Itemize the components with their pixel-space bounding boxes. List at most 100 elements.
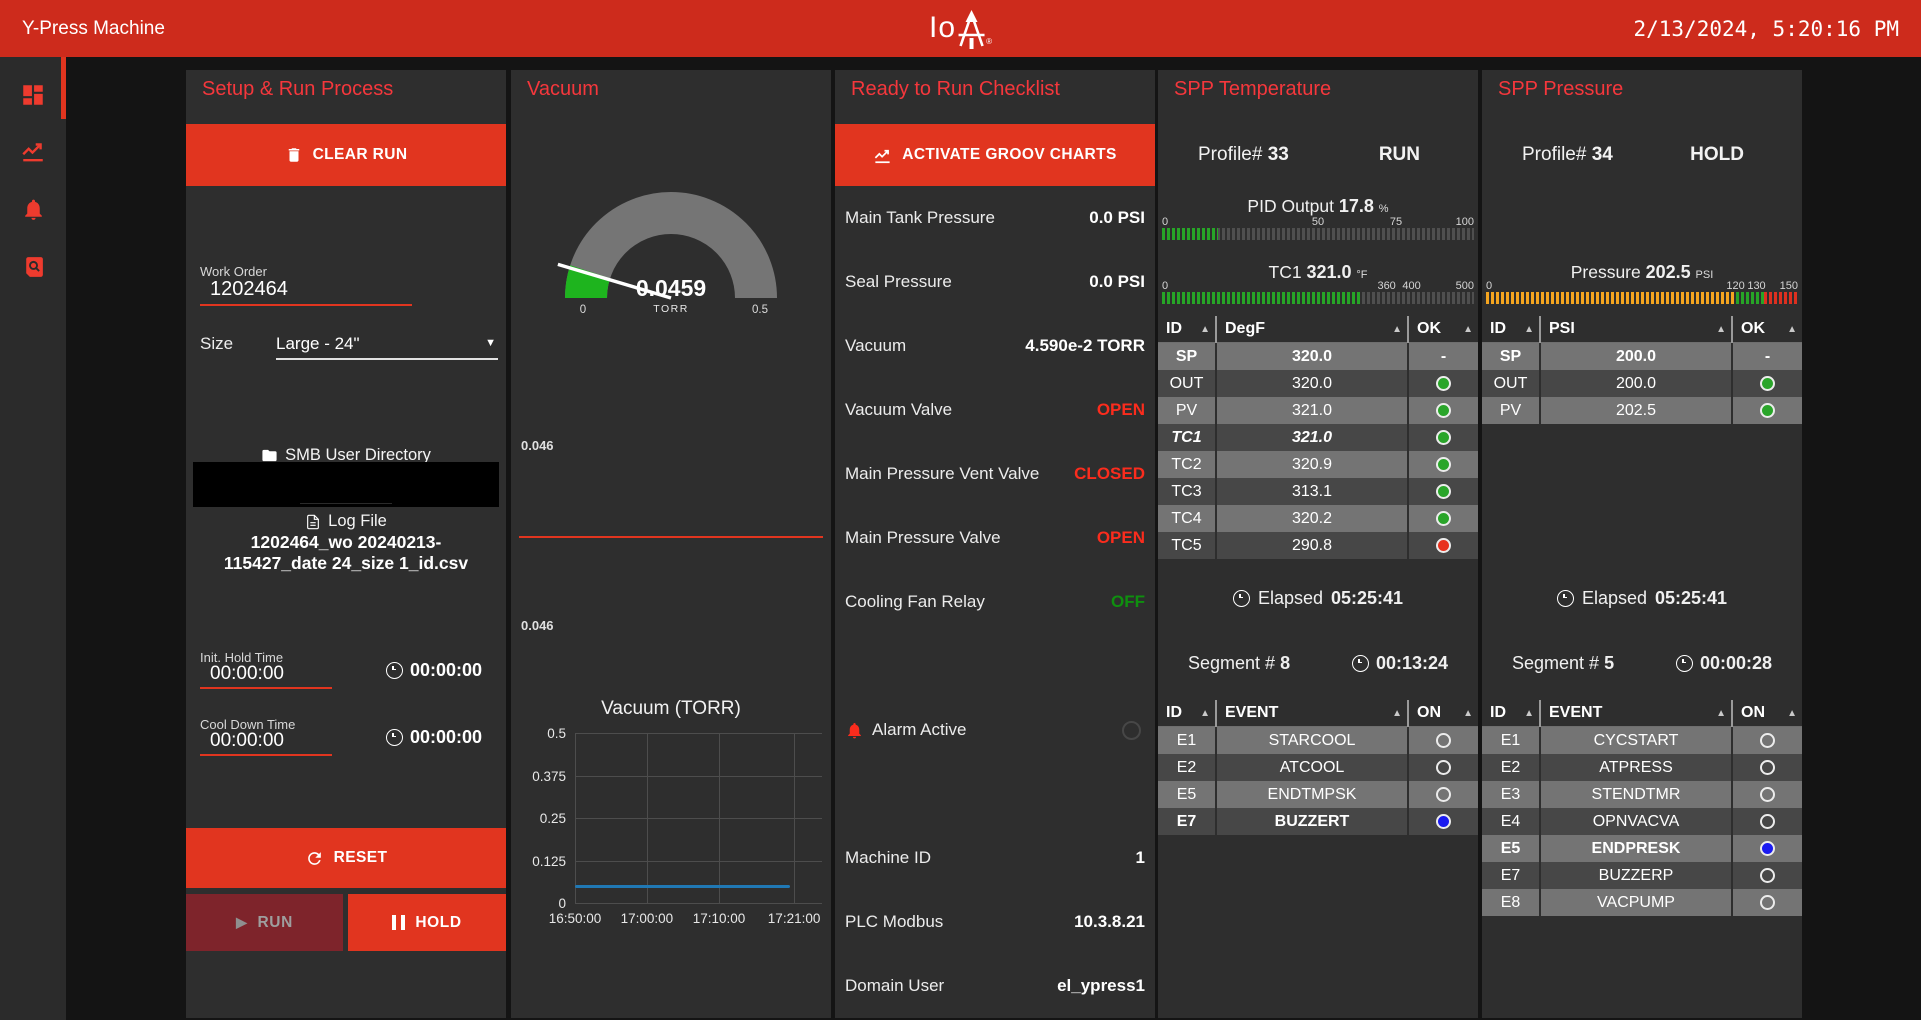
init-hold-input[interactable]: 00:00:00 (210, 663, 284, 684)
reset-button[interactable]: RESET (186, 828, 506, 888)
table-row: E2 ATCOOL (1158, 754, 1478, 781)
init-hold-label: Init. Hold Time (200, 650, 284, 665)
status-value: 0.0 PSI (1089, 272, 1145, 291)
scrollbar-thumb[interactable] (61, 57, 66, 119)
table-row: E3 STENDTMR (1482, 781, 1802, 808)
status-value: CLOSED (1074, 464, 1145, 483)
col-header-psi[interactable]: PSI ▲ (1539, 316, 1732, 343)
panel-spp-temperature: SPP Temperature Profile# 33 RUN PID Outp… (1158, 70, 1478, 1018)
ytick: 0.375 (532, 768, 566, 784)
pid-output-bar (1162, 228, 1474, 240)
sort-asc-icon: ▲ (1716, 708, 1726, 719)
work-order-label: Work Order (200, 264, 267, 279)
alarm-bell-icon (848, 722, 861, 738)
log-file-row: Log File (186, 512, 506, 531)
checklist-item-vacuum-valve: Vacuum Valve OPEN (845, 400, 1145, 419)
status-led-green (1436, 375, 1451, 391)
pid-output-label: PID Output 17.8 % (1247, 196, 1389, 216)
table-row: E7 BUZZERP (1482, 862, 1802, 889)
table-row: E1 CYCSTART (1482, 726, 1802, 754)
clear-run-button[interactable]: CLEAR RUN (186, 124, 506, 186)
sidebar-item-alarms[interactable] (0, 183, 66, 235)
gauge-value: 0.0459 (636, 275, 706, 301)
col-header-ok[interactable]: OK ▲ (1407, 316, 1478, 343)
table-row: TC4 320.2 (1158, 505, 1478, 532)
hgrid (575, 818, 822, 819)
vgrid (575, 734, 576, 904)
sort-asc-icon: ▲ (1716, 324, 1726, 335)
profile-number: 33 (1267, 144, 1289, 165)
chart-title: Vacuum (TORR) (601, 698, 741, 719)
vgrid (794, 734, 796, 904)
sort-asc-icon: ▲ (1392, 708, 1402, 719)
scale-tick: 0 (1162, 216, 1169, 228)
col-header-on[interactable]: ON ▲ (1731, 700, 1802, 727)
sidebar-item-dashboard[interactable] (0, 69, 66, 121)
table-row: OUT 320.0 (1158, 370, 1478, 397)
col-header-ok[interactable]: OK ▲ (1731, 316, 1802, 343)
tc1-bar (1162, 292, 1474, 304)
checklist-item-main-pressure-valve: Main Pressure Valve OPEN (845, 528, 1145, 547)
col-header-id[interactable]: ID ▲ (1482, 700, 1540, 727)
size-dropdown[interactable]: Large - 24" ▼ (276, 334, 496, 353)
pressure-label: Pressure 202.5 PSI (1570, 262, 1714, 282)
col-header-event[interactable]: EVENT ▲ (1539, 700, 1732, 727)
status-led-off (1760, 813, 1775, 829)
smb-directory-box[interactable] (193, 462, 499, 507)
checklist-item-seal-pressure: Seal Pressure 0.0 PSI (845, 272, 1145, 291)
logo-text: Io (929, 11, 957, 44)
temperature-table: ID ▲ DegF ▲ OK ▲ SP 320.0- OUT 320.0 PV 321.0 TC1… (1158, 316, 1478, 559)
panel-title: Ready to Run Checklist (851, 78, 1060, 100)
table-row: E4 OPNVACVA (1482, 808, 1802, 835)
scale-tick: 100 (1455, 216, 1474, 228)
work-order-input[interactable]: 1202464 (210, 278, 288, 300)
status-led-off (1760, 867, 1775, 883)
status-value: 0.0 PSI (1089, 208, 1145, 227)
pause-icon (392, 915, 406, 930)
status-led-green (1436, 429, 1451, 445)
col-header-degf[interactable]: DegF ▲ (1215, 316, 1408, 343)
sidebar-item-log-viewer[interactable] (0, 241, 66, 293)
status-led-off (1760, 786, 1775, 802)
col-header-event[interactable]: EVENT ▲ (1215, 700, 1408, 727)
activate-groov-charts-button[interactable]: ACTIVATE GROOV CHARTS (835, 124, 1155, 186)
col-header-id[interactable]: ID ▲ (1158, 316, 1216, 343)
sidebar-item-trends[interactable] (0, 125, 66, 177)
cool-down-underline (200, 754, 332, 756)
checklist-item-vent-valve: Main Pressure Vent Valve CLOSED (845, 464, 1145, 483)
bar-segment-red (1763, 292, 1798, 304)
panel-ready-checklist: Ready to Run Checklist ACTIVATE GROOV CH… (835, 70, 1155, 1018)
hold-button[interactable]: HOLD (348, 894, 506, 951)
status-led-green (1760, 375, 1775, 391)
table-row: SP 200.0- (1482, 342, 1802, 370)
col-header-on[interactable]: ON ▲ (1407, 700, 1478, 727)
table-row: E5 ENDPRESK (1482, 835, 1802, 862)
sort-asc-icon: ▲ (1524, 324, 1534, 335)
table-row: E1 STARCOOL (1158, 726, 1478, 754)
status-led-off (1760, 732, 1775, 748)
scale-tick: 50 (1311, 216, 1325, 228)
smb-directory-row: SMB User Directory (186, 446, 506, 465)
panel-spp-pressure: SPP Pressure Profile# 34 HOLD Pressure 2… (1482, 70, 1802, 1018)
scale-tick: 150 (1779, 280, 1798, 292)
col-header-id[interactable]: ID ▲ (1158, 700, 1216, 727)
run-button[interactable]: ▶ RUN (186, 894, 343, 951)
elapsed-row: Elapsed 05:25:41 (1482, 588, 1802, 609)
col-header-id[interactable]: ID ▲ (1482, 316, 1540, 343)
cool-down-label: Cool Down Time (200, 717, 296, 732)
panel-title: Vacuum (527, 78, 599, 100)
elapsed-time: 05:25:41 (1331, 588, 1404, 608)
work-order-underline (200, 304, 412, 306)
run-state-badge: RUN (1378, 144, 1420, 165)
panel-setup-run-process: Setup & Run Process CLEAR RUN Work Order… (186, 70, 506, 1018)
alarm-active-row: Alarm Active (845, 717, 1141, 743)
cool-down-timer: 00:00:00 (385, 727, 482, 748)
cool-down-input[interactable]: 00:00:00 (210, 730, 284, 751)
ytick: 0.25 (539, 811, 566, 826)
scale-tick: 120 (1726, 280, 1745, 292)
size-label: Size (200, 334, 234, 353)
status-value: 4.590e-2 TORR (1025, 336, 1145, 355)
vacuum-readout-bottom: 0.046 (521, 618, 554, 633)
profile-row: Profile# 34 HOLD (1522, 144, 1744, 165)
